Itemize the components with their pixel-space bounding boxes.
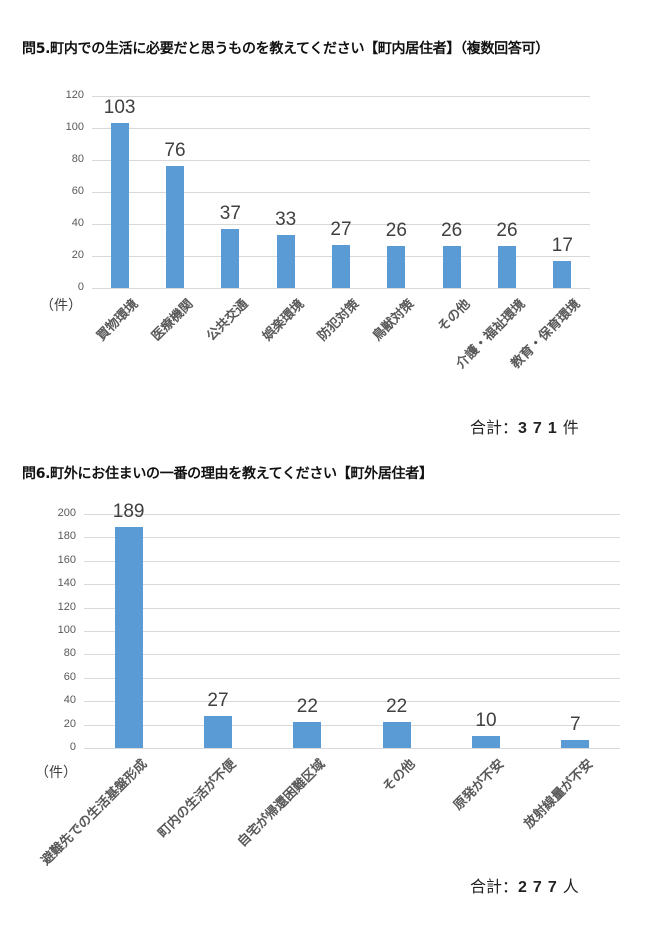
x-axis-label: 町内の生活が不便 xyxy=(155,756,240,841)
y-tick-label: 80 xyxy=(63,647,76,660)
chart2-total-unit: 人 xyxy=(562,877,579,896)
y-tick-label: 0 xyxy=(77,281,84,293)
gridline xyxy=(84,724,620,726)
x-axis-label: その他 xyxy=(379,756,419,796)
chart1-total-value: 371 xyxy=(518,420,563,437)
gridline xyxy=(84,701,620,703)
y-tick-label: 40 xyxy=(63,694,76,707)
y-tick-label: 100 xyxy=(65,121,84,133)
data-label: 26 xyxy=(441,220,463,242)
bar xyxy=(382,722,411,748)
gridline xyxy=(92,192,590,193)
bar xyxy=(204,716,232,748)
bar xyxy=(553,260,572,288)
y-tick-label: 100 xyxy=(57,624,76,636)
data-label: 76 xyxy=(164,140,186,162)
gridline xyxy=(92,288,590,289)
bar xyxy=(387,246,406,288)
data-label: 22 xyxy=(296,696,318,718)
x-axis-label: 原発が不安 xyxy=(450,756,508,814)
x-axis-label: 自宅が帰還困難区域 xyxy=(235,756,329,851)
bar xyxy=(276,235,295,288)
gridline xyxy=(84,537,620,539)
bar xyxy=(332,244,350,288)
data-label: 33 xyxy=(275,209,297,231)
chart1-total-unit: 件 xyxy=(562,418,579,437)
y-tick-label: 160 xyxy=(57,553,76,566)
chart1-total-label: 合計： xyxy=(470,418,519,437)
bar xyxy=(442,246,461,288)
y-tick-label: 40 xyxy=(71,217,84,229)
x-axis-label: 放射線量が不安 xyxy=(521,756,597,832)
gridline xyxy=(84,654,620,656)
y-tick-label: 80 xyxy=(71,153,84,165)
data-label: 26 xyxy=(385,220,407,242)
bar xyxy=(221,228,240,288)
data-label: 37 xyxy=(219,202,241,224)
bar xyxy=(166,166,184,288)
data-label: 22 xyxy=(386,696,408,718)
data-label: 17 xyxy=(551,234,573,256)
y-tick-label: 60 xyxy=(71,185,84,197)
bar xyxy=(110,123,129,288)
data-label: 189 xyxy=(112,500,145,522)
y-tick-label: 120 xyxy=(57,600,76,613)
bar xyxy=(114,526,143,748)
bar xyxy=(472,736,500,748)
gridline xyxy=(84,560,620,562)
gridline xyxy=(92,96,590,97)
data-label: 27 xyxy=(330,218,352,240)
gridline xyxy=(84,677,620,679)
gridline xyxy=(84,631,620,632)
y-tick-label: 60 xyxy=(63,670,76,683)
y-tick-label: 20 xyxy=(63,717,76,730)
y-tick-label: 180 xyxy=(57,530,76,543)
chart2-unit-label: （件） xyxy=(35,765,77,781)
gridline xyxy=(92,224,590,225)
bar xyxy=(498,246,516,288)
y-tick-label: 140 xyxy=(57,577,76,590)
chart2-total: 合計：277人 xyxy=(470,873,579,897)
chart1-total: 合計：371件 xyxy=(470,414,579,438)
chart2-total-label: 合計： xyxy=(470,877,519,896)
data-label: 7 xyxy=(570,713,581,735)
data-label: 10 xyxy=(475,710,497,732)
gridline xyxy=(92,128,590,129)
gridline xyxy=(84,748,620,749)
data-label: 103 xyxy=(103,97,136,119)
gridline xyxy=(84,584,620,586)
y-tick-label: 20 xyxy=(71,249,84,261)
bar xyxy=(293,722,322,748)
y-tick-label: 120 xyxy=(65,89,84,101)
chart2-title: 問6.町外にお住まいの一番の理由を教えてください【町外居住者】 xyxy=(22,466,433,482)
gridline xyxy=(92,160,590,161)
chart1-unit-label: （件） xyxy=(40,298,82,314)
gridline xyxy=(84,514,620,515)
chart2-total-value: 277 xyxy=(518,879,563,896)
data-label: 27 xyxy=(207,690,229,712)
y-tick-label: 200 xyxy=(57,507,76,519)
bar xyxy=(561,739,590,748)
y-tick-label: 0 xyxy=(69,741,76,753)
chart1-title: 問5.町内での生活に必要だと思うものを教えてください【町内居住者】（複数回答可） xyxy=(22,41,549,57)
gridline xyxy=(84,607,620,609)
chart1-shopping-needs: 0 20 40 60 80 100 120 103 買物環境 76 医療機関 37 公共交通 33 娯楽環境… xyxy=(0,0,649,450)
data-label: 26 xyxy=(496,220,518,242)
